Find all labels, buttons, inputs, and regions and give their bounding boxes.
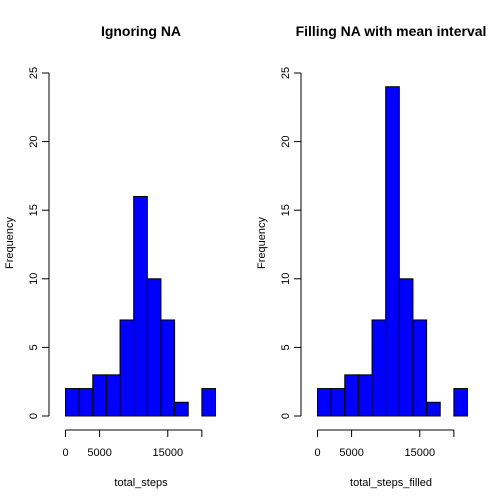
y-tick-label: 10 bbox=[28, 273, 40, 285]
y-axis: 0 5 10 15 20 25 bbox=[280, 67, 302, 419]
x-axis-label: total_steps bbox=[114, 477, 168, 489]
histogram-bar bbox=[453, 388, 469, 417]
histogram-panel-ignoring-na: Ignoring NA total_steps Frequency 0 5000 1… bbox=[4, 23, 216, 489]
x-tick-label: 15000 bbox=[404, 447, 435, 459]
bars-group bbox=[65, 195, 216, 417]
y-tick-label: 0 bbox=[28, 413, 40, 419]
x-tick-label: 0 bbox=[314, 447, 320, 459]
y-axis: 0 5 10 15 20 25 bbox=[28, 67, 50, 419]
histogram-bar bbox=[330, 388, 346, 417]
histogram-bar bbox=[133, 195, 148, 417]
x-axis: 0 5000 15000 bbox=[314, 429, 455, 459]
histogram-bar bbox=[412, 319, 428, 417]
x-tick-label: 5000 bbox=[339, 447, 363, 459]
x-tick-label: 5000 bbox=[87, 447, 111, 459]
histogram-bar bbox=[146, 278, 162, 417]
histogram-bar bbox=[105, 374, 121, 417]
histogram-bar bbox=[160, 319, 176, 417]
histogram-bar bbox=[317, 388, 332, 417]
y-tick-label: 0 bbox=[280, 413, 292, 419]
histogram-bar bbox=[344, 374, 359, 417]
y-tick-label: 5 bbox=[28, 344, 40, 350]
bars-group bbox=[317, 86, 469, 417]
histogram-bar bbox=[371, 319, 387, 417]
y-tick-label: 10 bbox=[280, 273, 292, 285]
y-axis-label: Frequency bbox=[4, 217, 16, 269]
histogram-bar bbox=[398, 278, 414, 417]
y-tick-label: 20 bbox=[280, 135, 292, 147]
histogram-panel-filling-na: Filling NA with mean interval total_step… bbox=[256, 23, 486, 489]
x-axis-label: total_steps_filled bbox=[350, 477, 432, 489]
histogram-bar bbox=[357, 374, 373, 417]
histogram-bar bbox=[385, 86, 400, 417]
histogram-bar bbox=[119, 319, 135, 417]
histogram-bar bbox=[65, 388, 80, 417]
panel-title: Ignoring NA bbox=[101, 23, 181, 39]
x-axis: 0 5000 15000 bbox=[62, 429, 203, 459]
histogram-bar bbox=[201, 388, 216, 417]
x-tick-label: 0 bbox=[62, 447, 68, 459]
histogram-bar bbox=[92, 374, 107, 417]
x-tick-label: 15000 bbox=[152, 447, 183, 459]
histogram-bar bbox=[174, 401, 189, 417]
y-tick-label: 5 bbox=[280, 344, 292, 350]
histogram-bar bbox=[78, 388, 94, 417]
y-tick-label: 15 bbox=[280, 204, 292, 216]
y-tick-label: 15 bbox=[28, 204, 40, 216]
y-tick-label: 25 bbox=[280, 67, 292, 79]
y-tick-label: 25 bbox=[28, 67, 40, 79]
y-tick-label: 20 bbox=[28, 135, 40, 147]
y-axis-label: Frequency bbox=[256, 217, 268, 269]
histogram-bar bbox=[426, 401, 441, 417]
panel-title: Filling NA with mean interval bbox=[296, 23, 487, 39]
